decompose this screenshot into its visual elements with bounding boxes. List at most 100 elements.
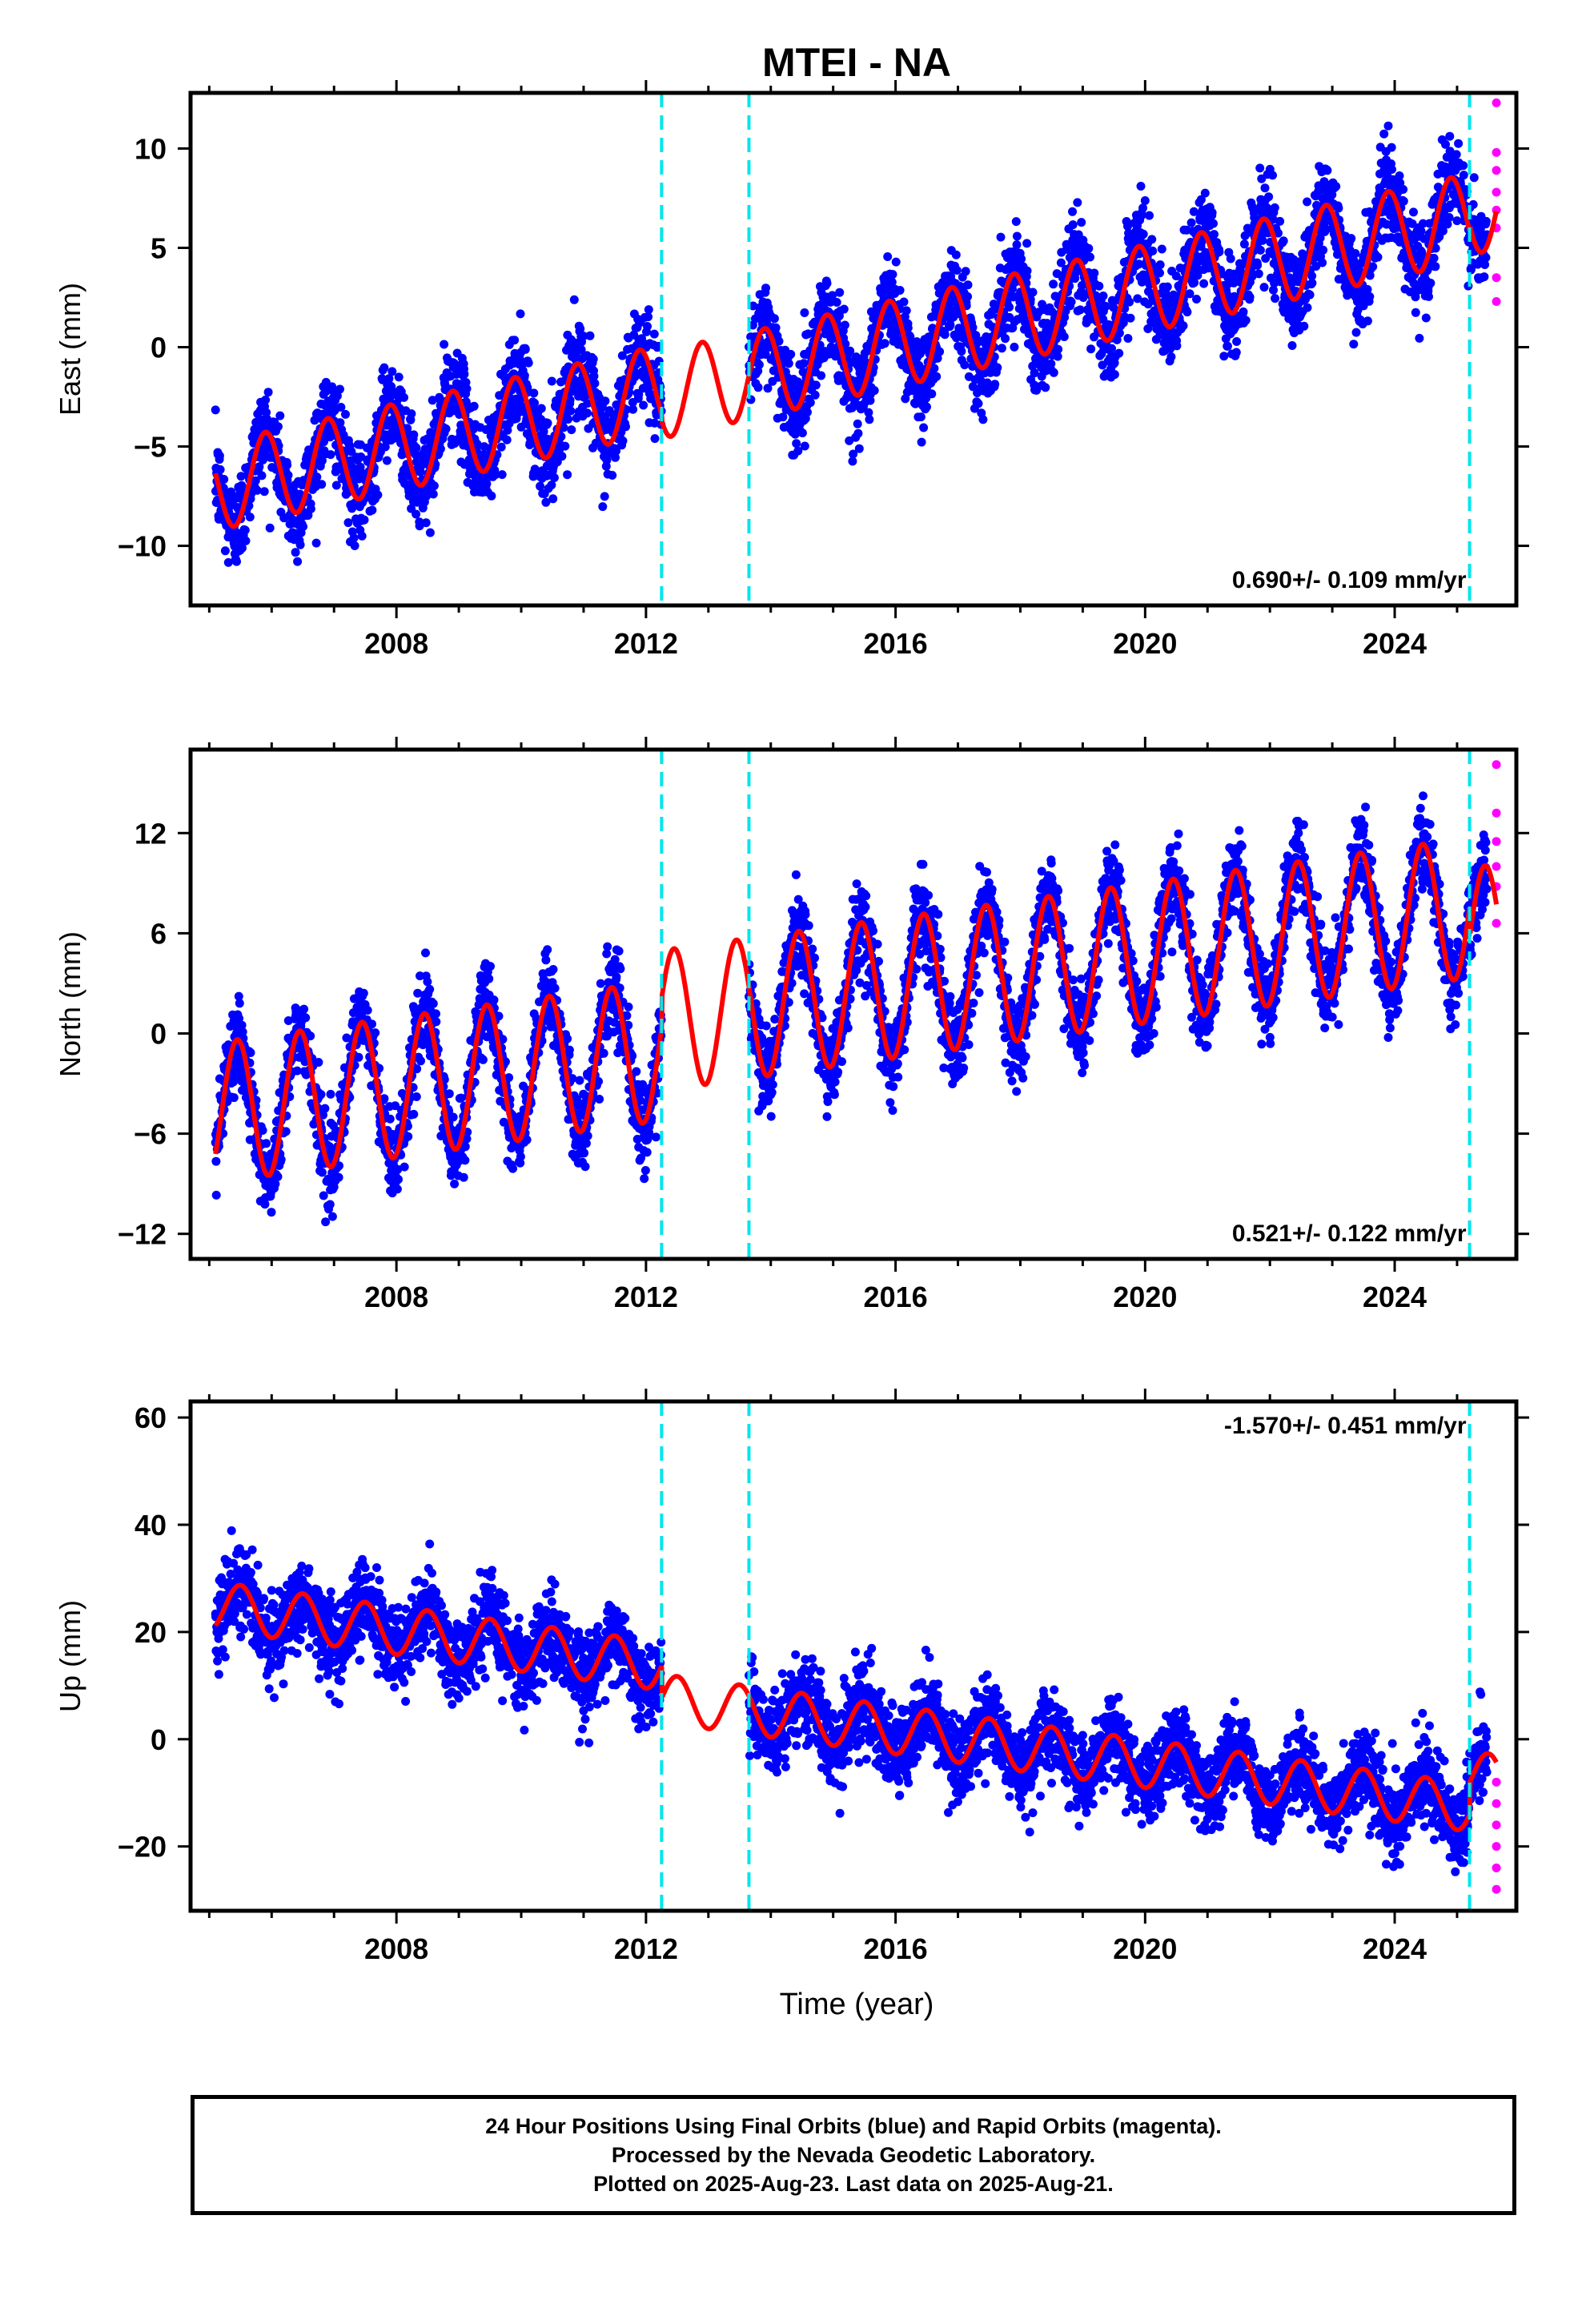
data-point [1114,348,1124,358]
data-point [409,430,419,440]
data-point [1253,260,1263,270]
data-point [917,437,926,447]
data-point [564,415,573,424]
data-point [240,525,250,535]
data-point [1347,234,1356,243]
data-point [1138,203,1147,213]
x-tick-label: 2020 [1113,627,1177,660]
data-point [916,412,926,422]
data-point [325,1200,335,1209]
data-point [1172,341,1182,351]
data-point [1363,316,1372,326]
data-point [1260,183,1270,193]
data-point [1215,247,1224,257]
data-point [236,472,246,481]
data-point [429,481,439,491]
data-point [1426,279,1435,287]
data-point [263,388,273,397]
data-point [1155,268,1164,278]
data-point [306,504,315,513]
data-point [569,295,579,304]
data-point [311,538,321,548]
data-point [327,1212,337,1221]
data-point [1166,352,1176,361]
data-point [502,435,512,444]
data-point [963,280,973,290]
data-point [547,480,556,490]
data-point [1268,171,1277,180]
data-point [1210,230,1219,239]
data-point [1349,340,1359,349]
data-point [326,450,335,460]
data-point [350,541,359,550]
data-point [428,396,437,405]
data-point [373,490,383,500]
data-point [1368,262,1378,271]
data-point [1387,165,1396,174]
data-point [400,392,408,402]
data-point [1351,328,1361,337]
data-point [326,1089,335,1099]
data-point [1399,185,1408,194]
data-point [1444,213,1454,222]
x-tick-label: 2012 [614,627,678,660]
data-point [215,451,224,460]
data-point [530,398,539,408]
data-point [211,1156,221,1166]
data-point [321,1217,331,1227]
data-point [839,304,849,314]
data-point [583,408,592,418]
data-point [343,518,353,528]
data-point [441,424,451,433]
data-point [255,462,264,472]
data-point [1445,131,1455,141]
data-point [301,1013,311,1023]
data-point [1279,236,1288,246]
data-point [400,1162,409,1172]
data-point [952,266,962,275]
data-point [1319,245,1328,255]
data-point [320,1104,330,1113]
data-point [1459,171,1468,180]
data-point [895,286,905,295]
data-point [617,351,627,360]
data-point [354,1052,363,1062]
data-point [425,528,435,537]
data-point [258,1126,267,1135]
data-point [957,347,966,356]
data-point [548,494,558,504]
data-point [922,402,931,412]
data-point [565,396,575,404]
x-tick-label: 2024 [1363,627,1427,660]
data-point [978,415,988,424]
data-point [1232,337,1242,346]
data-point [359,515,369,525]
final-orbit-points [211,791,1492,1227]
data-point [265,523,275,533]
data-point [940,330,950,340]
data-point [576,324,585,333]
data-point [1305,290,1315,300]
data-point [1178,321,1188,331]
data-point [1199,279,1209,288]
rate-label: 0.690+/- 0.109 mm/yr [1232,567,1467,593]
data-point [869,386,879,396]
data-point [510,336,520,345]
data-point [332,391,342,400]
data-point [1147,235,1157,244]
data-point [273,1172,283,1181]
data-point [643,322,652,331]
data-point [644,312,653,322]
data-point [469,401,479,411]
data-point [539,427,548,436]
data-point [951,250,961,259]
data-point [251,476,260,485]
data-point [317,456,327,465]
data-point [1022,266,1032,275]
data-point [1411,308,1420,317]
data-point [639,400,648,410]
data-point [1239,239,1249,249]
plot-area-north [211,760,1501,1227]
data-point [1481,216,1491,226]
